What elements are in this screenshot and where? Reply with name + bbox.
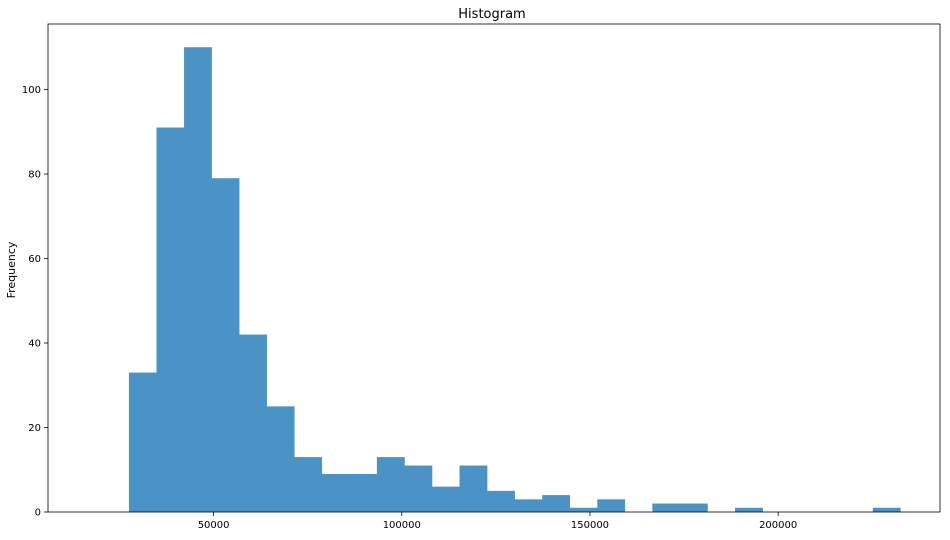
histogram-bar [184, 47, 212, 512]
y-axis-label: Frequency [5, 241, 18, 298]
axes-group [47, 23, 941, 513]
y-tick-label: 40 [28, 338, 41, 349]
histogram-bar [872, 507, 901, 512]
histogram-bar [156, 127, 185, 513]
histogram-bar [431, 486, 460, 512]
y-tick-label: 0 [35, 508, 41, 519]
x-tick-label: 200000 [759, 520, 797, 531]
histogram-bar [404, 465, 433, 512]
histogram-bar [349, 473, 378, 512]
bars-group [128, 47, 901, 513]
y-ticks-group: 0 20 40 60 80 100 [22, 85, 48, 519]
x-ticks-group: 50000 100000 150000 200000 [198, 512, 797, 531]
histogram-bar [679, 503, 708, 512]
histogram-bar [597, 499, 626, 512]
histogram-bar [266, 406, 295, 512]
histogram-bar [239, 334, 267, 512]
histogram-bar [652, 503, 681, 512]
y-tick-label: 80 [28, 169, 41, 180]
chart-title: Histogram [458, 7, 525, 22]
histogram-bar [735, 507, 763, 512]
y-tick-label: 60 [28, 254, 41, 265]
histogram-bar [569, 507, 598, 512]
histogram-bar [542, 495, 571, 512]
x-tick-label: 100000 [383, 520, 421, 531]
x-tick-label: 150000 [571, 520, 609, 531]
y-tick-label: 20 [28, 423, 41, 434]
histogram-bar [321, 473, 350, 512]
histogram-bar [514, 499, 543, 512]
plot-frame [47, 23, 941, 513]
histogram-bar [294, 457, 323, 512]
histogram-bar [128, 372, 157, 512]
histogram-bar [376, 457, 405, 512]
x-tick-label: 50000 [198, 520, 230, 531]
histogram-bar [487, 490, 515, 512]
y-tick-label: 100 [22, 85, 41, 96]
histogram-bar [211, 178, 240, 513]
histogram-bar [459, 465, 488, 512]
